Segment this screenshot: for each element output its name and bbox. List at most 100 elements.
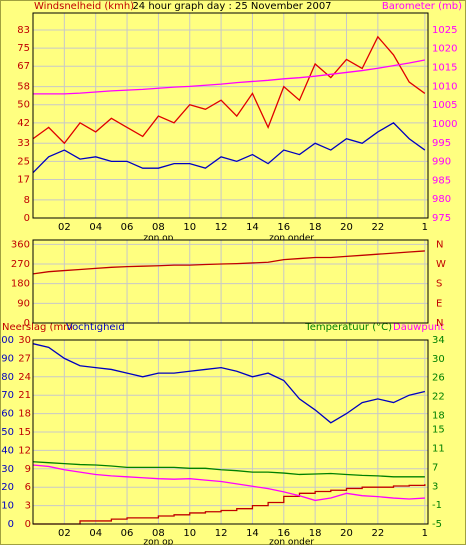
y-label: Windsnelheid (kmh) <box>34 1 134 12</box>
x-tick-label: 12 <box>215 222 228 233</box>
x-tick-label: 02 <box>58 222 71 233</box>
legend-dewpoint: Dauwpunt <box>393 322 444 333</box>
y-tick-label: 8 <box>24 195 30 206</box>
y2-tick-label: 1000 <box>432 119 457 130</box>
y-tick-label: 50 <box>17 100 30 111</box>
plot-frame <box>32 12 429 219</box>
series-line <box>32 250 425 275</box>
y3-tick-label: 9 <box>25 464 31 475</box>
y-tick-label: 60 <box>1 409 14 420</box>
x-tick-label: 04 <box>89 528 102 539</box>
x-tick-label: 14 <box>246 528 259 539</box>
x-tick-label: 1 <box>422 528 428 539</box>
x-tick-label: 06 <box>121 528 134 539</box>
y2-tick-label: N <box>436 318 443 329</box>
y2-tick-label: 22 <box>432 392 445 403</box>
y2-tick-label: 11 <box>432 444 445 455</box>
y2-tick-label: 7 <box>432 462 438 473</box>
x-tick-label: 08 <box>152 222 165 233</box>
y2-tick-label: 980 <box>432 194 451 205</box>
plot-area <box>33 13 428 218</box>
y2-tick-label: 1010 <box>432 81 457 92</box>
y2-tick-label: E <box>436 298 442 309</box>
y-tick-label: 50 <box>1 427 14 438</box>
y-tick-label: 0 <box>24 318 30 329</box>
x-tick-label: 18 <box>309 222 322 233</box>
series-line <box>32 464 425 502</box>
x-tick-label: 22 <box>371 222 384 233</box>
y3-tick-label: 12 <box>18 445 31 456</box>
y2-tick-label: S <box>436 279 442 290</box>
y-tick-label: 83 <box>17 25 30 36</box>
y2-tick-label: 18 <box>432 410 445 421</box>
y3-tick-label: 21 <box>18 390 31 401</box>
x-tick-label: 02 <box>58 528 71 539</box>
x-tick-label: 16 <box>277 528 290 539</box>
y-tick-label: 100 <box>0 335 14 346</box>
y-tick-label: 70 <box>1 390 14 401</box>
y-tick-label: 67 <box>17 61 30 72</box>
y-tick-label: 270 <box>11 259 30 270</box>
y-tick-label: 30 <box>1 464 14 475</box>
y-tick-label: 58 <box>17 82 30 93</box>
y2-tick-label: 995 <box>432 138 451 149</box>
x-tick-label: 06 <box>121 222 134 233</box>
y-tick-label: 20 <box>1 482 14 493</box>
y3-tick-label: 30 <box>18 335 31 346</box>
x-tick-label: 04 <box>89 222 102 233</box>
legend-temperature: Temperatuur (°C) <box>304 322 392 333</box>
y-tick-label: 42 <box>17 118 30 129</box>
y2-tick-label: 1015 <box>432 63 457 74</box>
y2-tick-label: 1005 <box>432 100 457 111</box>
x-tick-label: 08 <box>152 528 165 539</box>
y2-tick-label: 30 <box>432 354 445 365</box>
series-line <box>32 35 426 145</box>
x-tick-label: 10 <box>183 222 196 233</box>
plot-area <box>33 240 428 323</box>
x-tick-label: 10 <box>183 528 196 539</box>
y-tick-label: 90 <box>1 353 14 364</box>
annotation: zon op <box>143 234 173 244</box>
y-tick-label: 33 <box>17 138 30 149</box>
y-tick-label: 17 <box>17 174 30 185</box>
series-line <box>32 461 425 478</box>
y-tick-label: 90 <box>17 298 30 309</box>
y-tick-label: 360 <box>11 239 30 250</box>
x-tick-label: 20 <box>340 528 353 539</box>
y2-tick-label: 975 <box>432 213 451 224</box>
series-line <box>32 122 426 174</box>
plot-frame <box>32 339 429 525</box>
y2-tick-label: 3 <box>432 481 438 492</box>
legend-rain: Neerslag (mm <box>2 322 73 333</box>
annotation: zon onder <box>269 234 314 244</box>
legend-humidity: Vochtigheid <box>66 322 125 333</box>
y3-tick-label: 27 <box>18 353 31 364</box>
y2-label: Barometer (mb) <box>382 1 462 12</box>
y3-tick-label: 15 <box>18 427 31 438</box>
x-tick-label: 20 <box>340 222 353 233</box>
series-line <box>33 59 425 95</box>
y2-tick-label: 34 <box>432 335 445 346</box>
y3-tick-label: 0 <box>25 519 31 530</box>
x-tick-label: 1 <box>422 222 428 233</box>
series-line <box>33 484 426 525</box>
y-tick-label: 180 <box>11 279 30 290</box>
y3-tick-label: 24 <box>18 372 31 383</box>
x-tick-label: 14 <box>246 222 259 233</box>
y-tick-label: 25 <box>17 156 30 167</box>
annotation: zon op <box>143 538 173 545</box>
y3-tick-label: 18 <box>18 409 31 420</box>
series-line <box>32 343 426 424</box>
y2-tick-label: W <box>436 259 446 270</box>
y2-tick-label: 26 <box>432 373 445 384</box>
y-tick-label: 0 <box>24 213 30 224</box>
y2-tick-label: 990 <box>432 157 451 168</box>
annotation: zon onder <box>269 538 314 545</box>
plot-frame <box>32 239 429 324</box>
y3-tick-label: 3 <box>25 501 31 512</box>
x-tick-label: 16 <box>277 222 290 233</box>
y-tick-label: 75 <box>17 43 30 54</box>
y2-tick-label: -5 <box>432 519 442 530</box>
y2-tick-label: 15 <box>432 425 445 436</box>
